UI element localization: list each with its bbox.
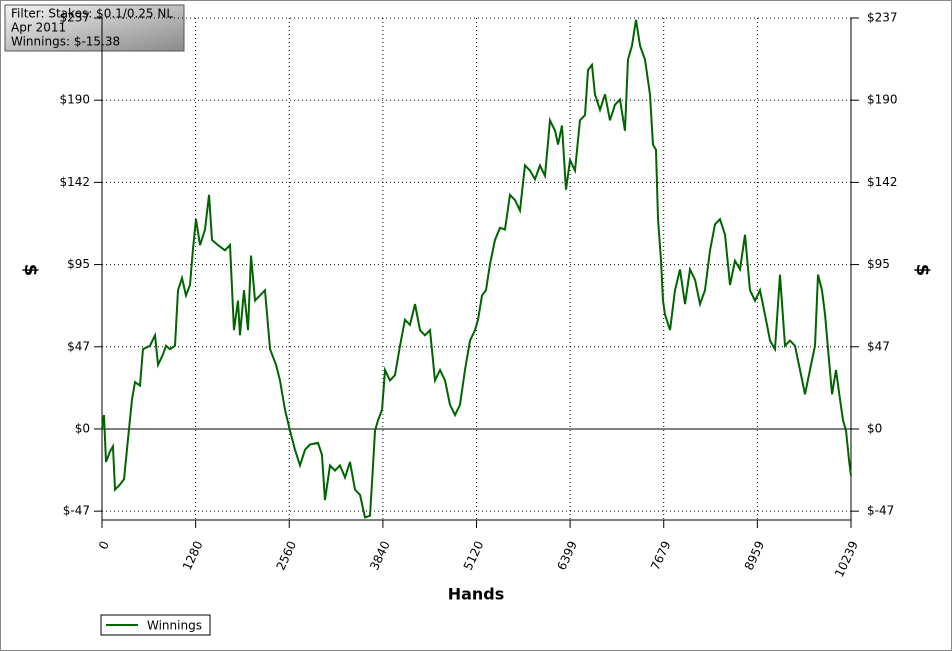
filter-text: Filter: Stakes: $0.1/0.25 NL (11, 7, 173, 21)
y2-tick-label: $237 (867, 11, 898, 25)
series-line (101, 19, 852, 519)
y2-tick-label: $142 (867, 175, 898, 189)
y-tick-label: $47 (67, 339, 90, 353)
y-axis-label: $ (20, 264, 41, 277)
y2-tick-label: $95 (867, 257, 890, 271)
y2-tick-label: $190 (867, 93, 898, 107)
legend-label: Winnings (147, 619, 202, 633)
y-tick-label: $190 (59, 93, 90, 107)
y-tick-label: $-47 (63, 504, 90, 518)
x-axis-label: Hands (448, 585, 505, 604)
y-tick-label: $237 (59, 11, 90, 25)
period-text: Apr 2011 (11, 21, 66, 35)
filter-box (4, 4, 185, 52)
y2-axis-label: $ (912, 264, 933, 277)
y-tick-label: $0 (75, 421, 90, 435)
y-tick-label: $142 (59, 175, 90, 189)
y2-tick-label: $0 (867, 421, 882, 435)
legend (100, 614, 211, 636)
y-tick-label: $95 (67, 257, 90, 271)
y2-tick-label: $-47 (867, 504, 894, 518)
y2-tick-label: $47 (867, 339, 890, 353)
winnings-text: Winnings: $-15.38 (11, 35, 120, 49)
